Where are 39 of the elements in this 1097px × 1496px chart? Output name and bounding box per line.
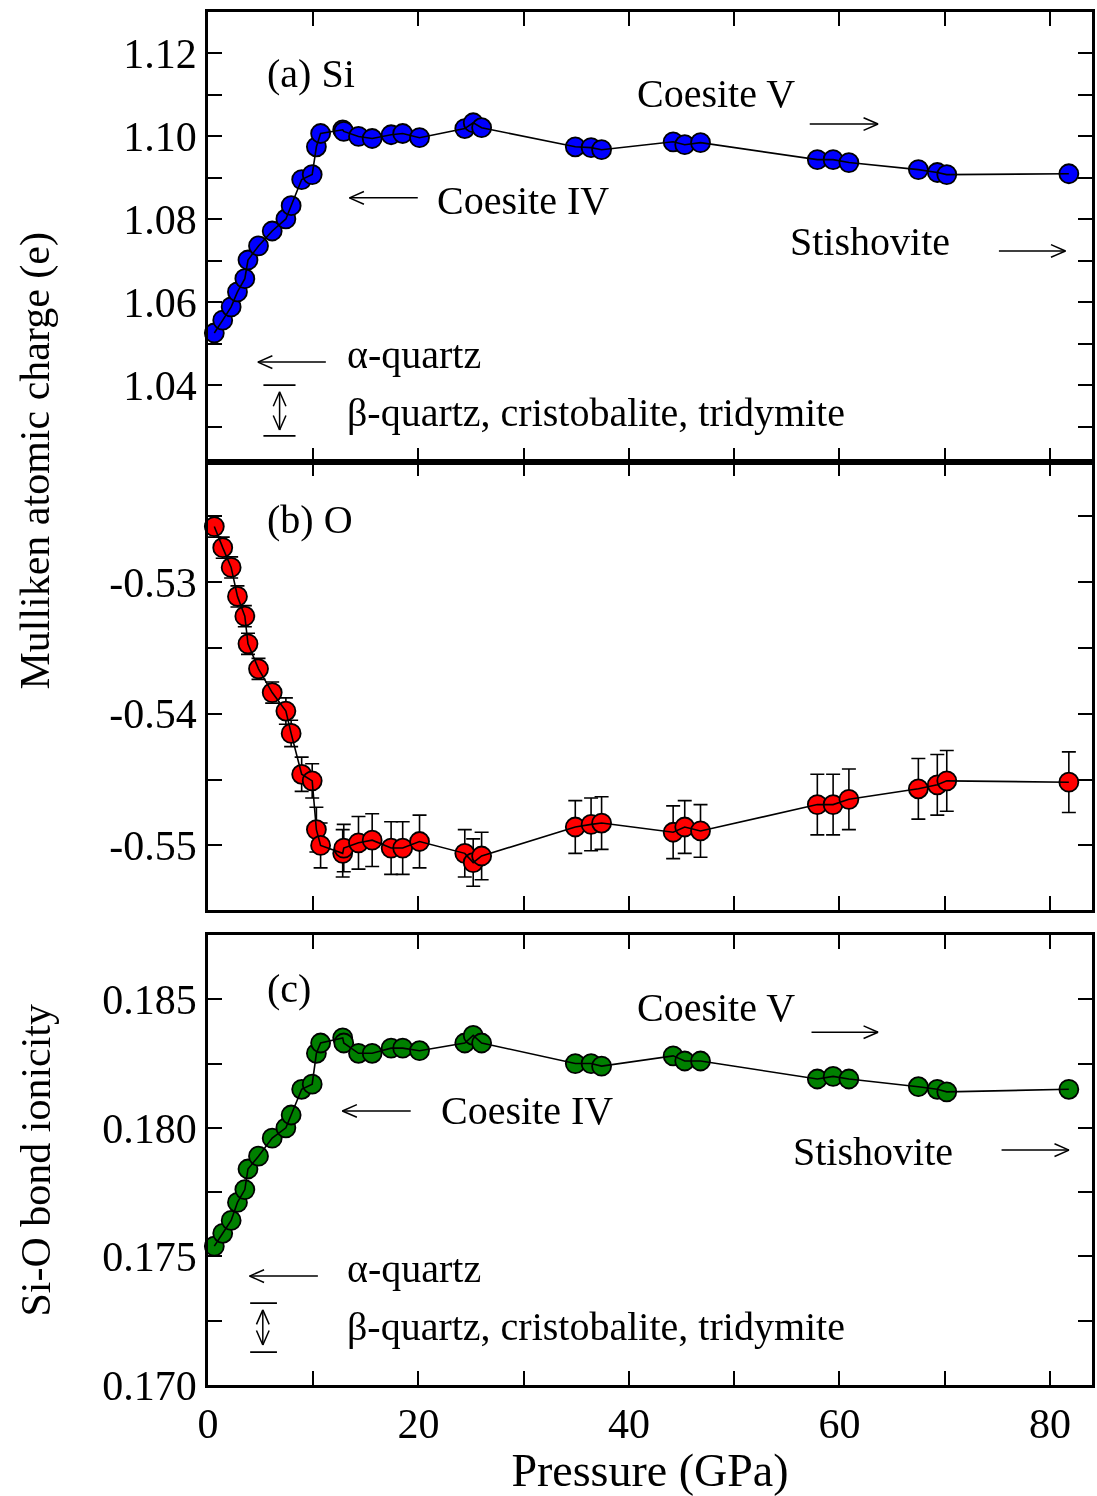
x-tick-label: 20: [397, 1401, 440, 1448]
y-tick-label: -0.53: [109, 559, 197, 606]
annotation: Coesite IV: [437, 178, 610, 223]
x-tick-label: 80: [1028, 1401, 1071, 1448]
y-tick-label: 0.180: [102, 1105, 197, 1152]
point: [280, 195, 302, 217]
y-tick-label: -0.55: [109, 823, 197, 870]
y-axis-title: Si-O bond ionicity: [12, 1003, 59, 1317]
point: [1058, 1078, 1080, 1100]
point: [301, 1073, 323, 1095]
y-tick-label: 0.185: [102, 976, 197, 1023]
annotation: Coesite V: [637, 985, 796, 1030]
y-tick-label: 1.08: [123, 197, 197, 244]
point: [936, 164, 958, 185]
x-tick-label: 0: [197, 1401, 219, 1448]
annotation: (b) O: [267, 497, 353, 542]
y-tick-label: 1.04: [123, 362, 197, 409]
y-tick-label: 1.06: [123, 280, 197, 327]
annotation: β-quartz, cristobalite, tridymite: [347, 390, 845, 435]
point: [1058, 771, 1080, 793]
y-tick-label: 0.170: [102, 1362, 197, 1409]
annotation: Stishovite: [790, 219, 951, 264]
x-axis-title: Pressure (GPa): [511, 1445, 789, 1496]
y-tick-label: -0.54: [109, 691, 197, 738]
annotation: Coesite IV: [441, 1088, 614, 1133]
y-tick-label: 1.12: [123, 31, 197, 78]
annotation: Coesite V: [637, 71, 796, 116]
point: [1058, 163, 1080, 185]
x-tick-label: 40: [607, 1401, 650, 1448]
annotation: (a) Si: [267, 51, 355, 96]
y-tick-label: 0.175: [102, 1234, 197, 1281]
annotation: β-quartz, cristobalite, tridymite: [347, 1304, 845, 1349]
y-axis-title: Mulliken atomic charge (e): [11, 232, 59, 690]
annotation: α-quartz: [347, 1246, 482, 1291]
annotation: Stishovite: [793, 1129, 954, 1174]
x-tick-label: 60: [818, 1401, 861, 1448]
annotation: α-quartz: [347, 332, 482, 377]
annotation: (c): [267, 966, 312, 1011]
y-tick-label: 1.10: [123, 114, 197, 161]
